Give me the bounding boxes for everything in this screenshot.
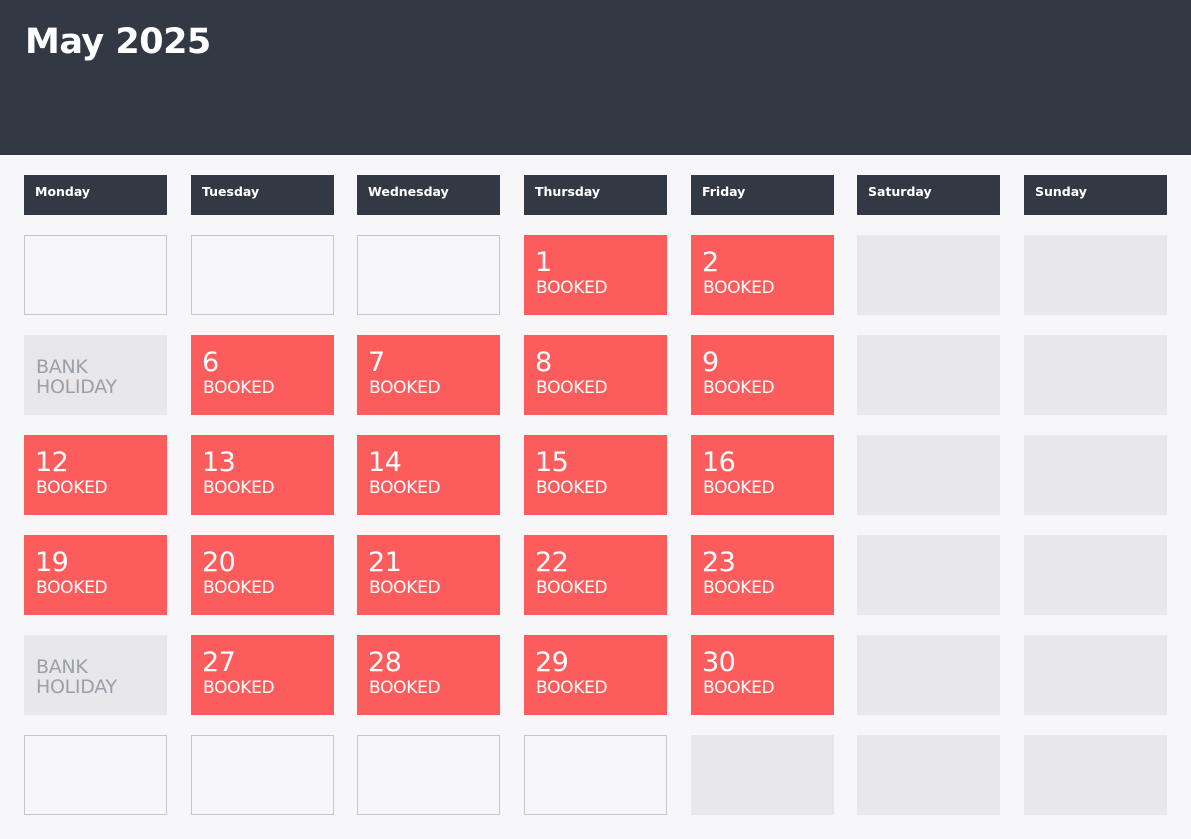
day-cell-empty <box>24 735 167 815</box>
day-cell-booked[interactable]: 15 BOOKED <box>524 435 667 515</box>
day-number: 2 <box>702 247 719 278</box>
day-cell-weekend <box>1024 435 1167 515</box>
bank-holiday-label: BANK HOLIDAY <box>36 356 117 398</box>
day-number: 8 <box>535 347 552 378</box>
day-number: 29 <box>535 647 569 678</box>
booked-label: BOOKED <box>703 378 775 398</box>
day-cell-empty <box>24 235 167 315</box>
day-number: 14 <box>368 447 402 478</box>
booked-label: BOOKED <box>36 578 108 598</box>
weekday-header-sunday: Sunday <box>1024 175 1167 215</box>
weekday-header-monday: Monday <box>24 175 167 215</box>
booked-label: BOOKED <box>203 378 275 398</box>
day-cell-booked[interactable]: 9 BOOKED <box>691 335 834 415</box>
day-number: 22 <box>535 547 569 578</box>
day-cell-weekend <box>857 635 1000 715</box>
day-cell-booked[interactable]: 14 BOOKED <box>357 435 500 515</box>
day-number: 28 <box>368 647 402 678</box>
day-cell-booked[interactable]: 20 BOOKED <box>191 535 334 615</box>
day-cell-booked[interactable]: 13 BOOKED <box>191 435 334 515</box>
day-cell-booked[interactable]: 30 BOOKED <box>691 635 834 715</box>
booked-label: BOOKED <box>536 278 608 298</box>
day-number: 1 <box>535 247 552 278</box>
weekday-header-thursday: Thursday <box>524 175 667 215</box>
booked-label: BOOKED <box>369 378 441 398</box>
day-number: 13 <box>202 447 236 478</box>
day-number: 23 <box>702 547 736 578</box>
booked-label: BOOKED <box>703 278 775 298</box>
day-cell-bank-holiday[interactable]: BANK HOLIDAY <box>24 335 167 415</box>
day-cell-booked[interactable]: 16 BOOKED <box>691 435 834 515</box>
day-number: 16 <box>702 447 736 478</box>
day-number: 15 <box>535 447 569 478</box>
day-cell-booked[interactable]: 1 BOOKED <box>524 235 667 315</box>
booked-label: BOOKED <box>203 478 275 498</box>
day-cell-weekend <box>857 235 1000 315</box>
day-cell-bank-holiday[interactable]: BANK HOLIDAY <box>24 635 167 715</box>
day-cell-empty <box>191 235 334 315</box>
weekday-header-friday: Friday <box>691 175 834 215</box>
day-number: 27 <box>202 647 236 678</box>
weekday-header-tuesday: Tuesday <box>191 175 334 215</box>
day-cell-booked[interactable]: 19 BOOKED <box>24 535 167 615</box>
day-cell-booked[interactable]: 12 BOOKED <box>24 435 167 515</box>
day-cell-weekend <box>1024 535 1167 615</box>
day-cell-empty <box>524 735 667 815</box>
day-number: 30 <box>702 647 736 678</box>
day-number: 6 <box>202 347 219 378</box>
booked-label: BOOKED <box>536 378 608 398</box>
day-cell-weekend <box>857 735 1000 815</box>
day-cell-weekend <box>1024 235 1167 315</box>
day-cell-booked[interactable]: 23 BOOKED <box>691 535 834 615</box>
booked-label: BOOKED <box>536 578 608 598</box>
day-cell-booked[interactable]: 6 BOOKED <box>191 335 334 415</box>
booked-label: BOOKED <box>369 678 441 698</box>
day-cell-weekend <box>1024 635 1167 715</box>
day-cell-empty <box>357 235 500 315</box>
day-number: 12 <box>35 447 69 478</box>
day-number: 7 <box>368 347 385 378</box>
booked-label: BOOKED <box>703 578 775 598</box>
day-number: 20 <box>202 547 236 578</box>
day-cell-booked[interactable]: 22 BOOKED <box>524 535 667 615</box>
booked-label: BOOKED <box>536 678 608 698</box>
day-cell-weekend <box>857 435 1000 515</box>
booked-label: BOOKED <box>203 678 275 698</box>
booked-label: BOOKED <box>703 678 775 698</box>
bank-holiday-label: BANK HOLIDAY <box>36 656 117 698</box>
booked-label: BOOKED <box>369 478 441 498</box>
weekday-header-wednesday: Wednesday <box>357 175 500 215</box>
booked-label: BOOKED <box>536 478 608 498</box>
day-cell-booked[interactable]: 7 BOOKED <box>357 335 500 415</box>
day-cell-empty <box>191 735 334 815</box>
booked-label: BOOKED <box>36 478 108 498</box>
day-cell-weekend <box>1024 335 1167 415</box>
day-cell-booked[interactable]: 27 BOOKED <box>191 635 334 715</box>
day-number: 9 <box>702 347 719 378</box>
day-cell-empty <box>357 735 500 815</box>
booked-label: BOOKED <box>369 578 441 598</box>
day-cell-weekend <box>857 535 1000 615</box>
booked-label: BOOKED <box>203 578 275 598</box>
day-cell-booked[interactable]: 21 BOOKED <box>357 535 500 615</box>
calendar-title: May 2025 <box>25 22 211 62</box>
day-cell-weekend <box>857 335 1000 415</box>
day-number: 19 <box>35 547 69 578</box>
day-cell-booked[interactable]: 2 BOOKED <box>691 235 834 315</box>
booked-label: BOOKED <box>703 478 775 498</box>
day-cell-weekend <box>691 735 834 815</box>
weekday-header-saturday: Saturday <box>857 175 1000 215</box>
day-cell-booked[interactable]: 8 BOOKED <box>524 335 667 415</box>
day-cell-weekend <box>1024 735 1167 815</box>
calendar-header: May 2025 <box>0 0 1191 155</box>
day-cell-booked[interactable]: 28 BOOKED <box>357 635 500 715</box>
day-number: 21 <box>368 547 402 578</box>
day-cell-booked[interactable]: 29 BOOKED <box>524 635 667 715</box>
